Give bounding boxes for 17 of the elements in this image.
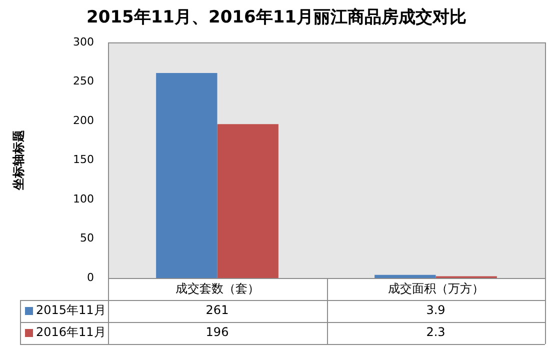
y-axis-title: 坐标轴标题 <box>11 130 26 192</box>
y-tick-label: 0 <box>87 270 94 284</box>
legend-label: 2015年11月 <box>36 303 106 318</box>
y-tick-label: 250 <box>73 74 94 88</box>
x-tick-label: 成交套数（套） <box>175 281 260 296</box>
data-label: 261 <box>206 303 229 318</box>
data-label: 196 <box>206 325 229 340</box>
x-tick-label: 成交面积（万方） <box>388 281 484 296</box>
y-tick-label: 50 <box>80 232 94 245</box>
y-tick-label: 300 <box>73 35 94 48</box>
y-tick-label: 100 <box>73 192 94 206</box>
legend-label: 2016年11月 <box>36 325 106 340</box>
data-label: 3.9 <box>426 303 446 318</box>
chart-title: 2015年11月、2016年11月丽江商品房成交对比 <box>86 8 466 28</box>
data-label: 2.3 <box>426 325 446 340</box>
y-tick-label: 200 <box>73 114 94 127</box>
y-tick-label: 150 <box>73 153 94 166</box>
